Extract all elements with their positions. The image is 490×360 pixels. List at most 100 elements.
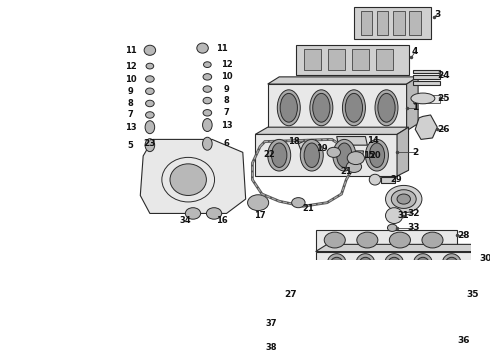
Text: 9: 9 [223, 85, 229, 94]
Ellipse shape [426, 288, 443, 303]
Polygon shape [296, 277, 471, 284]
Ellipse shape [197, 43, 208, 53]
Bar [410, 11, 421, 35]
Text: 34: 34 [179, 216, 191, 225]
Ellipse shape [313, 93, 330, 122]
Ellipse shape [202, 118, 212, 131]
Ellipse shape [185, 208, 200, 219]
Ellipse shape [170, 164, 206, 195]
Ellipse shape [386, 185, 422, 213]
Ellipse shape [347, 152, 365, 165]
Bar [284, 325, 313, 330]
Text: 7: 7 [223, 108, 229, 117]
Polygon shape [268, 77, 418, 84]
Bar [382, 323, 397, 360]
Text: 25: 25 [438, 94, 450, 103]
Ellipse shape [206, 208, 221, 219]
Ellipse shape [203, 86, 212, 92]
Text: 17: 17 [254, 211, 266, 220]
Bar [328, 49, 345, 71]
Ellipse shape [146, 76, 154, 82]
Ellipse shape [333, 139, 356, 171]
Bar [316, 252, 474, 277]
Ellipse shape [277, 90, 300, 126]
Text: 18: 18 [288, 137, 299, 146]
Bar [304, 49, 321, 71]
Ellipse shape [337, 143, 352, 167]
Text: 31: 31 [398, 211, 410, 220]
Text: 5: 5 [128, 141, 134, 150]
Text: 3: 3 [434, 10, 441, 19]
Text: 28: 28 [457, 230, 469, 239]
Text: 32: 32 [407, 209, 419, 218]
Ellipse shape [388, 257, 400, 270]
Ellipse shape [146, 63, 154, 69]
Bar [268, 84, 407, 131]
Ellipse shape [359, 257, 371, 270]
Text: 24: 24 [438, 71, 450, 80]
Ellipse shape [397, 288, 414, 303]
Polygon shape [337, 136, 368, 145]
Bar [376, 49, 393, 71]
Ellipse shape [203, 74, 212, 80]
Text: 38: 38 [266, 343, 277, 352]
Ellipse shape [247, 195, 269, 211]
Text: 11: 11 [125, 46, 137, 55]
Text: 10: 10 [220, 72, 232, 81]
Ellipse shape [268, 139, 291, 171]
Bar [361, 323, 376, 360]
Text: 23: 23 [144, 139, 156, 148]
Text: 6: 6 [223, 139, 229, 148]
Text: 4: 4 [412, 47, 418, 56]
Ellipse shape [445, 257, 458, 270]
Ellipse shape [202, 137, 212, 150]
Text: 36: 36 [457, 336, 469, 345]
Ellipse shape [327, 254, 346, 274]
Text: 22: 22 [264, 150, 275, 159]
Ellipse shape [378, 93, 395, 122]
Ellipse shape [145, 121, 155, 134]
Ellipse shape [340, 288, 357, 303]
Polygon shape [140, 139, 245, 213]
Text: 12: 12 [125, 62, 137, 71]
Ellipse shape [271, 143, 287, 167]
Polygon shape [474, 244, 485, 277]
Ellipse shape [369, 143, 385, 167]
Ellipse shape [388, 224, 397, 231]
Ellipse shape [346, 161, 362, 172]
Bar [381, 177, 395, 183]
Ellipse shape [145, 139, 155, 152]
Ellipse shape [369, 174, 381, 185]
Ellipse shape [310, 90, 333, 126]
Text: 26: 26 [438, 125, 450, 134]
Text: 37: 37 [266, 319, 277, 328]
Polygon shape [407, 77, 418, 131]
Ellipse shape [356, 254, 375, 274]
Text: 11: 11 [216, 44, 227, 53]
Bar [354, 318, 457, 360]
Text: 13: 13 [220, 121, 232, 130]
Text: 21: 21 [341, 167, 352, 176]
Text: 7: 7 [128, 111, 134, 120]
Ellipse shape [345, 93, 363, 122]
Bar [316, 230, 457, 250]
Ellipse shape [146, 100, 154, 107]
Text: 1: 1 [412, 103, 418, 112]
Ellipse shape [203, 62, 211, 68]
Ellipse shape [368, 288, 386, 303]
Ellipse shape [343, 90, 366, 126]
Bar [296, 284, 459, 307]
Polygon shape [340, 151, 364, 161]
Ellipse shape [203, 97, 212, 104]
Ellipse shape [416, 257, 429, 270]
Bar [414, 95, 440, 103]
Polygon shape [415, 115, 437, 139]
Ellipse shape [385, 254, 404, 274]
Text: 19: 19 [317, 144, 328, 153]
Text: 8: 8 [223, 96, 229, 105]
Text: 2: 2 [412, 148, 418, 157]
Ellipse shape [280, 93, 297, 122]
Text: 15: 15 [364, 152, 375, 161]
Text: 21: 21 [302, 204, 314, 213]
Ellipse shape [311, 288, 328, 303]
